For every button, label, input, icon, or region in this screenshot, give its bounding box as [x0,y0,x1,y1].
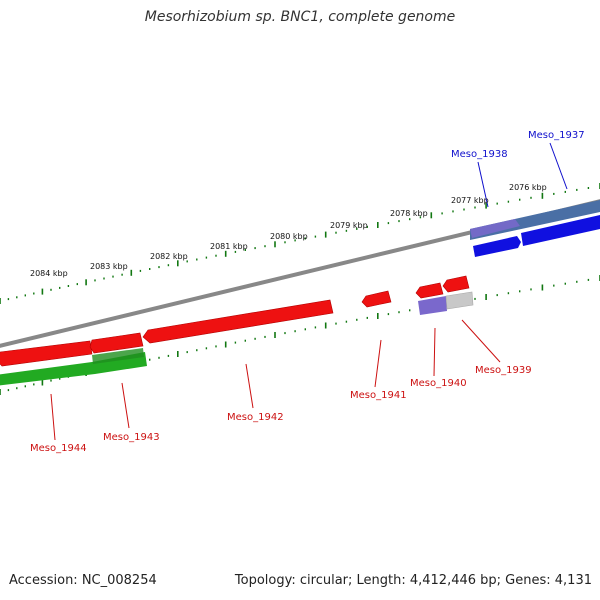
gene-meso-1944-cds [0,340,93,367]
gene-label-meso-1944: Meso_1944 [30,443,87,454]
gene-meso-1941-cds [361,290,392,308]
tick-label: 2083 kbp [90,262,128,271]
leader-meso-1942 [245,363,254,409]
gene-label-meso-1940: Meso_1940 [410,378,467,389]
gene-label-meso-1943: Meso_1943 [103,432,160,443]
gene-meso-1939-cds [442,275,470,293]
gene-label-meso-1938: Meso_1938 [451,149,508,160]
forward-features [470,200,600,257]
leader-meso-1939 [461,319,501,363]
gene-meso-1943-cds [89,332,144,354]
gene-meso-1942-cds [142,299,334,344]
tick-label: 2084 kbp [30,269,68,278]
tick-label: 2076 kbp [509,183,547,192]
gene-meso-1937-cds [521,215,600,246]
accession-text: Accession: NC_008254 [9,573,157,588]
leader-meso-1944 [50,393,56,441]
leader-meso-1938 [477,161,489,208]
map-title: Mesorhizobium sp. BNC1, complete genome [144,9,456,25]
reverse-features [0,275,474,386]
leader-meso-1937 [549,142,568,190]
feature-meso-1938-other [470,219,520,238]
gene-labels: Meso_1937 Meso_1938 Meso_1939 Meso_1940 … [30,130,585,454]
gene-label-meso-1942: Meso_1942 [227,412,284,423]
feature-meso-1939-other [445,291,474,310]
tick-labels: 2084 kbp 2083 kbp 2082 kbp 2081 kbp 2080… [30,183,547,278]
tick-label: 2081 kbp [210,242,248,251]
tick-label: 2079 kbp [330,221,368,230]
gene-meso-1940-cds [415,282,444,299]
leader-meso-1941 [374,339,382,388]
tick-label: 2080 kbp [270,232,308,241]
gene-label-meso-1937: Meso_1937 [528,130,585,141]
leader-meso-1940 [433,327,436,377]
rna-track-highlight [92,348,144,364]
tick-label: 2082 kbp [150,252,188,261]
tick-label: 2078 kbp [390,209,428,218]
summary-text: Topology: circular; Length: 4,412,446 bp… [234,573,592,588]
feature-meso-1940-other [418,296,447,315]
label-leaders [50,142,568,441]
tick-label: 2077 kbp [451,196,489,205]
gene-label-meso-1939: Meso_1939 [475,365,532,376]
gene-label-meso-1941: Meso_1941 [350,390,407,401]
leader-meso-1943 [121,382,130,429]
gene-meso-1938-cds [473,236,521,257]
